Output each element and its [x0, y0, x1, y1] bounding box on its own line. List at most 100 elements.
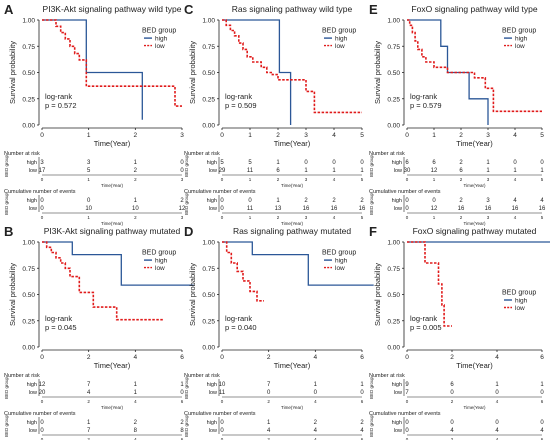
events-table-cell: 0 [405, 206, 409, 212]
events-table-title: Cumulative number of events [369, 411, 441, 417]
y-tick-label: 0.75 [387, 266, 400, 273]
events-table-x-axis-label: Time(Year) [464, 221, 486, 226]
legend-title: BED group [502, 290, 536, 297]
risk-table-row-label-high: high [207, 382, 217, 388]
events-table-title: Cumulative number of events [184, 411, 256, 417]
risk-table-cell: 0 [495, 390, 499, 396]
events-table-cell: 1 [276, 198, 280, 204]
risk-table-title: Number at risk [184, 151, 220, 157]
events-table-cell: 0 [248, 198, 252, 204]
events-table-cell: 0 [40, 206, 44, 212]
events-table-cell: 10 [85, 206, 92, 212]
panel-c: C Ras signaling pathway wild type 0.00 0.25… [184, 2, 366, 226]
y-tick-label: 0.25 [22, 318, 35, 325]
y-tick-label: 0.75 [202, 44, 215, 51]
series-low-line [407, 19, 542, 113]
risk-table-x-tick-label: 4 [134, 399, 137, 404]
events-table-cell: 16 [485, 206, 492, 212]
y-tick-label: 0.75 [22, 44, 35, 51]
series-high-line [42, 241, 194, 286]
chart-title: PI3K-Akt signaling pathway mutated [44, 226, 181, 236]
legend-entry-low: low [335, 43, 345, 50]
events-table-strata-axis-label: BED group [184, 192, 189, 215]
x-axis-label: Time(Year) [94, 361, 131, 370]
y-axis-label: Survival probability [188, 263, 197, 326]
risk-table-row-label-low: low [29, 390, 37, 396]
risk-table-strata-axis-label: BED group [369, 154, 374, 177]
y-tick-label: 0.00 [22, 123, 35, 130]
series-low-line [222, 19, 362, 114]
risk-table-x-tick-label: 6 [361, 399, 364, 404]
x-tick-label: 0 [220, 132, 224, 139]
events-table-cell: 0 [220, 428, 224, 434]
risk-table-x-tick-label: 0 [221, 399, 224, 404]
logrank-title: log-rank [225, 92, 252, 101]
events-table-row-label-high: high [27, 420, 37, 426]
risk-table-x-tick-label: 0 [406, 399, 409, 404]
x-tick-label: 1 [248, 132, 252, 139]
risk-table-x-tick-label: 2 [460, 177, 463, 182]
events-table-cell: 0 [495, 420, 499, 426]
events-table-cell: 4 [450, 428, 454, 434]
risk-table-x-tick-label: 2 [277, 177, 280, 182]
y-tick-label: 1.00 [387, 240, 400, 247]
y-tick-label: 1.00 [202, 18, 215, 25]
x-tick-label: 3 [304, 132, 308, 139]
legend-entry-high: high [515, 36, 528, 43]
events-table-cell: 0 [405, 198, 409, 204]
y-tick-label: 0.25 [202, 96, 215, 103]
x-tick-label: 3 [180, 132, 184, 139]
x-tick-label: 0 [40, 354, 44, 361]
x-tick-label: 2 [134, 132, 138, 139]
events-table-x-tick-label: 2 [451, 437, 454, 440]
risk-table-cell: 1 [134, 390, 138, 396]
risk-table-x-tick-label: 1 [87, 177, 90, 182]
events-table-cell: 2 [360, 420, 364, 426]
panel-letter: A [4, 2, 14, 17]
series-low-line [42, 241, 164, 321]
events-table-row-label-high: high [392, 198, 402, 204]
risk-table-x-tick-label: 4 [496, 399, 499, 404]
risk-table-x-tick-label: 3 [305, 177, 308, 182]
events-table-cell: 2 [180, 198, 184, 204]
panel-letter: F [369, 224, 377, 239]
y-tick-label: 0.00 [22, 345, 35, 352]
events-table-cell: 0 [540, 420, 544, 426]
chart-title: Ras signaling pathway wild type [232, 4, 353, 14]
chart-title: FoxO signaling pathway wild type [411, 4, 537, 14]
risk-table-x-tick-label: 1 [433, 177, 436, 182]
events-table-cell: 2 [314, 420, 318, 426]
risk-table-x-axis-label: Time(Year) [281, 183, 303, 188]
risk-table-cell: 10 [219, 382, 226, 388]
events-table-cell: 2 [180, 420, 184, 426]
x-tick-label: 4 [134, 354, 138, 361]
risk-table-cell: 29 [219, 168, 226, 174]
events-table-row-label-low: low [209, 206, 217, 212]
risk-table-strata-axis-label: BED group [184, 376, 189, 399]
events-table-cell: 0 [40, 428, 44, 434]
events-table-cell: 0 [40, 198, 44, 204]
events-table-x-tick-label: 4 [134, 437, 137, 440]
risk-table-cell: 1 [495, 382, 499, 388]
events-table-x-tick-label: 4 [496, 437, 499, 440]
risk-table-cell: 2 [134, 168, 138, 174]
x-tick-label: 0 [405, 354, 409, 361]
risk-table-cell: 1 [360, 382, 364, 388]
x-axis-label: Time(Year) [274, 139, 311, 148]
events-table-x-tick-label: 2 [277, 215, 280, 220]
legend-entry-low: low [155, 43, 165, 50]
risk-table-row-label-low: low [209, 168, 217, 174]
risk-table-cell: 6 [276, 168, 280, 174]
legend-title: BED group [502, 28, 536, 35]
panel-letter: C [184, 2, 194, 17]
risk-table-cell: 0 [314, 390, 318, 396]
panel-b: B PI3K-Akt signaling pathway mutated 0.00 0… [4, 224, 194, 440]
events-table-x-tick-label: 0 [41, 437, 44, 440]
risk-table-strata-axis-label: BED group [369, 376, 374, 399]
panel-d: D Ras signaling pathway mutated 0.00 0.25 0.… [184, 224, 374, 440]
y-tick-label: 0.00 [387, 345, 400, 352]
p-value: p = 0.040 [225, 323, 257, 332]
x-tick-label: 2 [450, 354, 454, 361]
series-high-line [222, 19, 292, 125]
risk-table-x-axis-label: Time(Year) [101, 405, 123, 410]
